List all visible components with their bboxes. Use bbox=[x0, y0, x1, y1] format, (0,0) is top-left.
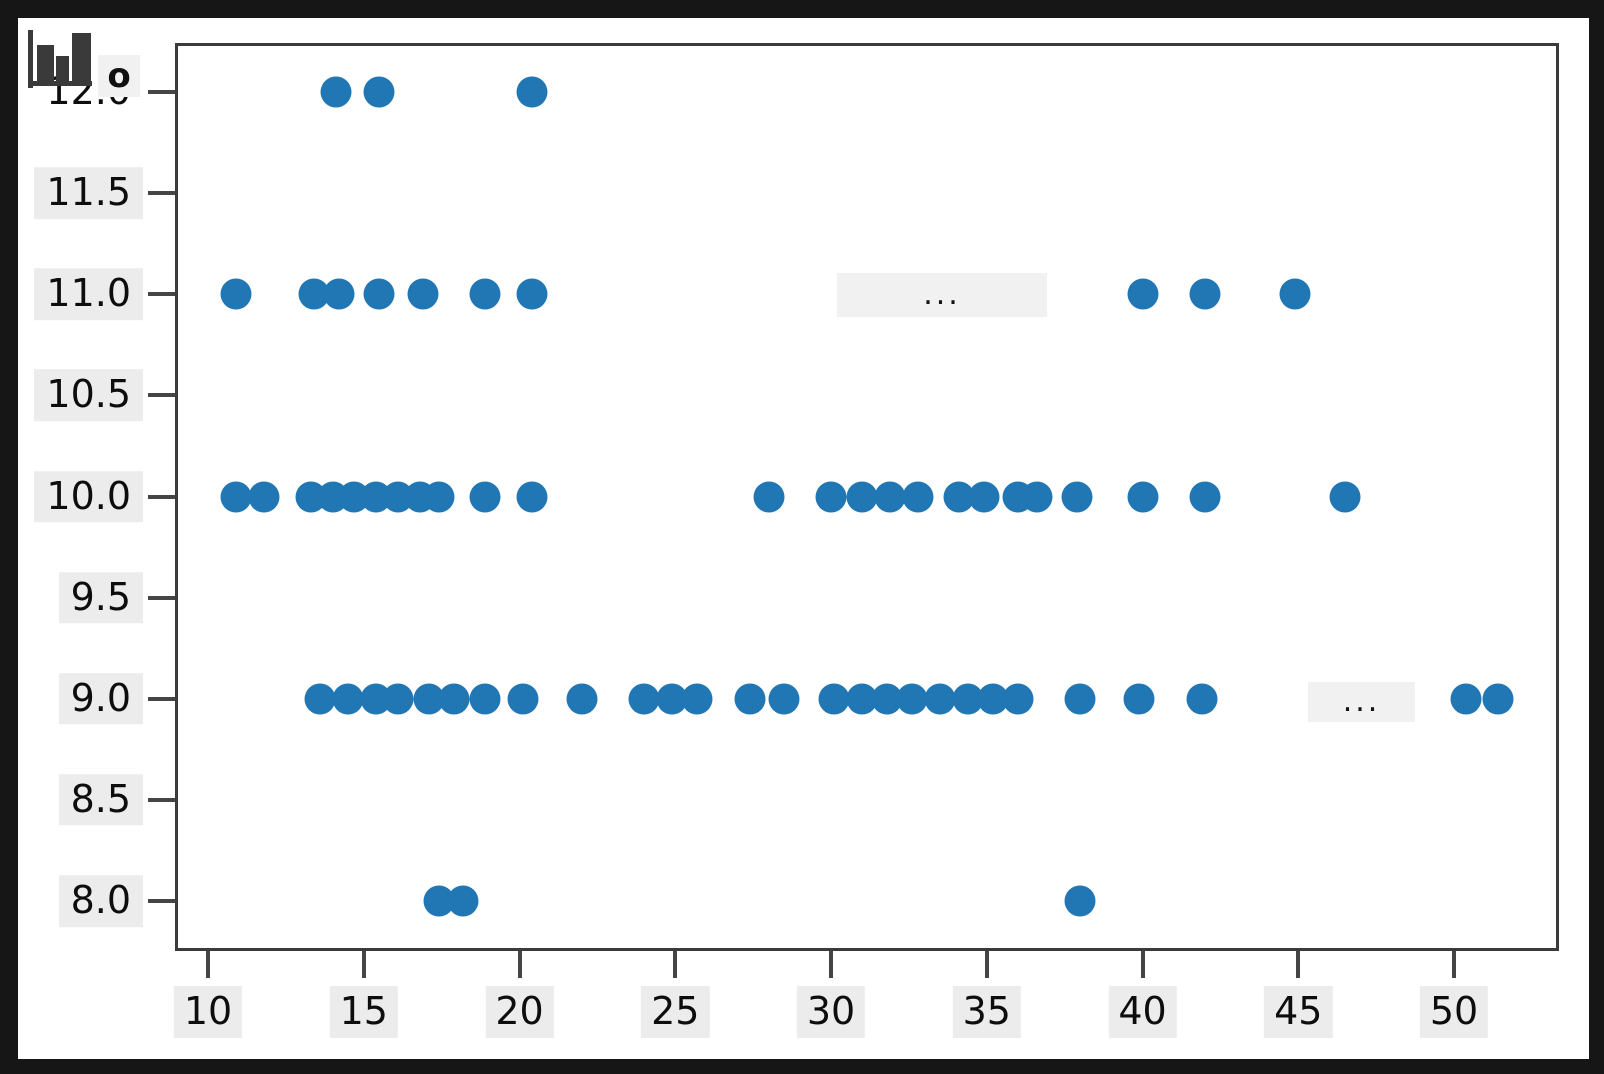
scatter-point bbox=[332, 683, 364, 715]
y-tick-mark bbox=[148, 393, 175, 398]
x-tick-mark bbox=[361, 951, 366, 978]
scatter-point bbox=[320, 76, 352, 108]
scatter-point bbox=[516, 278, 548, 310]
y-tick-label: 10.5 bbox=[34, 369, 143, 422]
scatter-point bbox=[1189, 278, 1221, 310]
scatter-point bbox=[628, 683, 660, 715]
x-tick-label: 10 bbox=[173, 986, 243, 1038]
scatter-point bbox=[846, 481, 878, 512]
scatter-point bbox=[323, 278, 355, 310]
x-tick-mark bbox=[984, 951, 989, 978]
scatter-point bbox=[469, 481, 501, 512]
bar-chart-icon-axis bbox=[28, 30, 33, 88]
y-tick-mark bbox=[148, 494, 175, 499]
scatter-point bbox=[1061, 481, 1093, 512]
x-tick-label: 30 bbox=[796, 986, 866, 1038]
y-tick-mark bbox=[148, 696, 175, 701]
scatter-point bbox=[815, 481, 847, 512]
scatter-point bbox=[507, 683, 539, 715]
scatter-point bbox=[1279, 278, 1311, 310]
scatter-point bbox=[874, 481, 906, 512]
y-tick-label: 10.0 bbox=[34, 470, 143, 523]
scatter-point bbox=[1186, 683, 1218, 715]
y-tick-label: 8.5 bbox=[58, 774, 143, 826]
x-tick-label: 35 bbox=[952, 986, 1021, 1038]
scatter-point bbox=[1450, 683, 1482, 715]
scatter-point bbox=[447, 885, 479, 917]
scatter-point bbox=[220, 481, 252, 512]
scatter-point bbox=[1127, 278, 1158, 310]
y-tick-mark bbox=[148, 90, 175, 94]
bar-chart-icon-bar bbox=[72, 33, 91, 81]
x-tick-label: 40 bbox=[1108, 986, 1177, 1038]
scatter-point bbox=[734, 683, 766, 715]
y-tick-mark bbox=[148, 191, 175, 196]
y-tick-label: 9.0 bbox=[58, 672, 143, 725]
scatter-point bbox=[968, 481, 1000, 512]
x-tick-mark bbox=[1140, 951, 1145, 978]
scatter-point bbox=[681, 683, 713, 715]
scatter-point bbox=[248, 481, 280, 512]
y-tick-mark bbox=[148, 292, 175, 297]
bar-chart-icon-bar bbox=[37, 45, 54, 81]
x-tick-label: 15 bbox=[329, 986, 398, 1038]
o-marker-chip[interactable]: o bbox=[98, 55, 140, 97]
scatter-point bbox=[1329, 481, 1361, 512]
scatter-point bbox=[1021, 481, 1053, 512]
scatter-point bbox=[1064, 885, 1096, 917]
bar-chart-icon-baseline bbox=[28, 81, 92, 86]
scatter-point bbox=[469, 683, 501, 715]
bar-chart-icon-bar bbox=[56, 56, 69, 81]
scatter-point bbox=[1189, 481, 1221, 512]
x-tick-mark bbox=[1452, 951, 1456, 978]
y-tick-mark bbox=[148, 797, 175, 802]
scatter-point bbox=[469, 278, 501, 310]
x-tick-mark bbox=[829, 951, 833, 978]
scatter-point bbox=[902, 481, 934, 512]
x-tick-label: 20 bbox=[485, 986, 554, 1038]
scatter-point bbox=[516, 76, 548, 108]
y-tick-mark bbox=[148, 595, 175, 600]
scatter-point bbox=[924, 683, 956, 715]
x-tick-label: 25 bbox=[641, 986, 710, 1038]
scatter-point bbox=[438, 683, 470, 715]
scatter-point bbox=[1482, 683, 1514, 715]
bar-chart-icon bbox=[28, 30, 108, 90]
scatter-point bbox=[304, 683, 336, 715]
ellipsis-overlay-row9[interactable]: ... bbox=[1308, 682, 1415, 722]
y-tick-label: 9.5 bbox=[58, 571, 143, 624]
y-tick-label: 11.0 bbox=[34, 268, 143, 321]
scatter-point bbox=[1064, 683, 1096, 715]
scatter-point bbox=[753, 481, 785, 512]
x-tick-mark bbox=[517, 951, 522, 978]
scatter-point bbox=[363, 76, 395, 108]
scatter-point bbox=[1123, 683, 1155, 715]
scatter-point bbox=[220, 278, 252, 310]
scatter-point bbox=[566, 683, 598, 715]
y-tick-mark bbox=[148, 899, 175, 903]
y-tick-label: 11.5 bbox=[34, 167, 143, 219]
x-tick-mark bbox=[673, 951, 678, 978]
x-tick-label: 45 bbox=[1264, 986, 1333, 1038]
scatter-point bbox=[896, 683, 928, 715]
scatter-point bbox=[1002, 683, 1034, 715]
y-tick-label: 8.0 bbox=[58, 875, 143, 927]
x-tick-label: 50 bbox=[1419, 986, 1489, 1038]
x-tick-mark bbox=[1296, 951, 1301, 978]
x-tick-mark bbox=[206, 951, 210, 978]
scatter-point bbox=[423, 481, 454, 512]
scatter-point bbox=[382, 683, 414, 715]
scatter-point bbox=[516, 481, 548, 512]
scatter-point bbox=[768, 683, 800, 715]
scatter-point bbox=[407, 278, 439, 310]
ellipsis-overlay-row11[interactable]: ... bbox=[837, 273, 1047, 317]
scatter-point bbox=[1127, 481, 1158, 512]
scatter-point bbox=[818, 683, 850, 715]
scatter-point bbox=[363, 278, 395, 310]
